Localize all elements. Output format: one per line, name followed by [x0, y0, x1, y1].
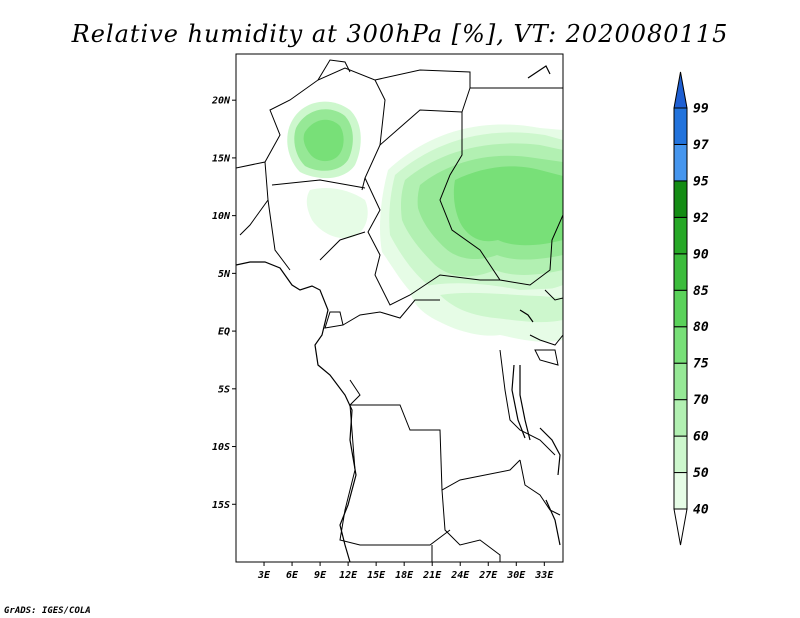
lat-tick-label: 10S: [212, 442, 230, 453]
colorbar-segment: [673, 435, 688, 474]
lon-tick-label: 12E: [339, 570, 358, 581]
colorbar-segment: [673, 143, 688, 182]
colorbar-segment: [673, 180, 688, 218]
colorbar-label: 75: [693, 357, 709, 372]
lat-axis: 20N 15N 10N 5N EQ 5S 10S 15S: [211, 96, 236, 511]
lat-tick-label: 15S: [212, 500, 230, 511]
map-panel: 20N 15N 10N 5N EQ 5S 10S 15S 3E 6E 9E 12E 15E 18E 21E…: [211, 53, 564, 581]
map-frame: [235, 53, 564, 563]
colorbar-segment: [673, 362, 688, 401]
lon-tick-label: 21E: [422, 570, 442, 581]
colorbar-segment: [673, 399, 688, 437]
lat-tick-label: 20N: [211, 96, 231, 107]
lon-tick-label: 6E: [286, 570, 299, 581]
colorbar-bottom-arrow: [673, 508, 688, 546]
colorbar-segment: [673, 216, 688, 255]
lon-tick-label: 27E: [478, 570, 498, 581]
colorbar-label: 85: [693, 284, 709, 299]
colorbar-label: 90: [693, 247, 709, 262]
lon-tick-label: 30E: [506, 570, 526, 581]
lon-tick-label: 15E: [367, 570, 386, 581]
colorbar-segment: [673, 253, 688, 291]
colorbar-top-arrow: [673, 71, 688, 109]
colorbar-label: 50: [693, 466, 709, 481]
lon-tick-label: 24E: [450, 570, 470, 581]
humidity-fill: [287, 101, 563, 342]
colorbar-segment: [673, 326, 688, 364]
colorbar-label: 70: [693, 393, 709, 408]
colorbar-segment: [673, 472, 688, 510]
colorbar-label: 97: [693, 138, 709, 153]
lon-tick-label: 3E: [257, 570, 271, 581]
colorbar-label: 99: [693, 102, 709, 117]
lat-tick-label: 5N: [218, 269, 231, 280]
colorbar-label: 60: [693, 430, 709, 445]
lon-tick-label: 9E: [314, 570, 327, 581]
colorbar-label: 40: [693, 503, 709, 518]
lon-axis: 3E 6E 9E 12E 15E 18E 21E 24E 27E 30E 33E: [257, 562, 554, 581]
map-borders: [236, 59, 563, 562]
colorbar-segment: [673, 289, 688, 328]
credit-label: GrADS: IGES/COLA: [4, 606, 91, 616]
map-coastline: [236, 65, 561, 562]
lat-tick-label: 5S: [218, 384, 230, 395]
lat-tick-label: EQ: [218, 327, 230, 338]
lon-tick-label: 33E: [534, 570, 554, 581]
colorbar-legend: 40 50 60 70 75 80 85 90 92 95 97 99: [673, 71, 709, 546]
colorbar-segment: [673, 107, 688, 145]
lat-tick-label: 10N: [212, 211, 231, 222]
colorbar-label: 92: [693, 211, 709, 226]
colorbar-label: 95: [693, 174, 709, 189]
lat-tick-label: 15N: [212, 153, 231, 164]
chart-title: Relative humidity at 300hPa [%], VT: 202…: [71, 20, 729, 48]
colorbar-label: 80: [693, 320, 709, 335]
lon-tick-label: 18E: [395, 570, 414, 581]
